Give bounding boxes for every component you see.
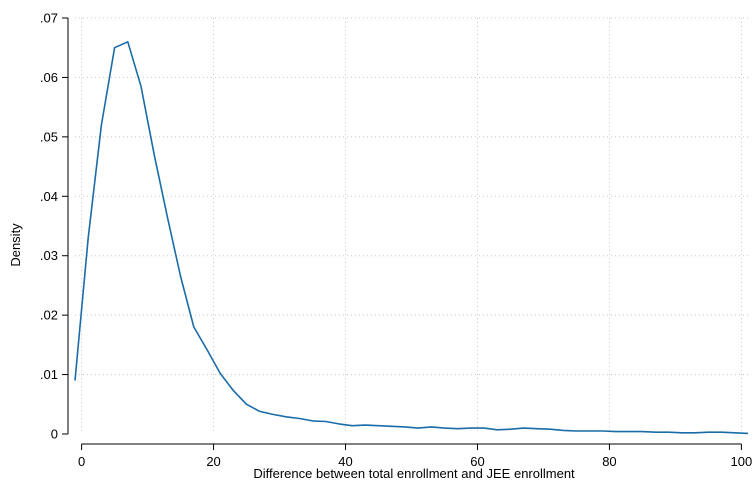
y-tick-label: 0 (51, 427, 58, 442)
x-tick-label: 40 (338, 454, 352, 469)
plot-area (74, 40, 749, 435)
y-tick-label: .02 (40, 308, 58, 323)
axes: 0 .01 .02 .03 .04 .05 .06 .07 0 20 40 60 80 100 (40, 11, 752, 470)
x-tick-label: 20 (206, 454, 220, 469)
x-tick-label: 100 (731, 454, 753, 469)
x-tick-label: 0 (78, 454, 85, 469)
density-line (74, 40, 749, 435)
x-tick-label: 80 (602, 454, 616, 469)
gridlines (75, 17, 748, 434)
y-tick-label: .03 (40, 248, 58, 263)
y-tick-label: .06 (40, 70, 58, 85)
y-tick-label: .05 (40, 129, 58, 144)
y-tick-label: .07 (40, 11, 58, 26)
x-tick-label: 60 (470, 454, 484, 469)
y-axis-title: Density (8, 223, 23, 267)
x-axis-title: Difference between total enrollment and … (253, 466, 575, 481)
y-tick-label: .04 (40, 189, 58, 204)
y-tick-label: .01 (40, 367, 58, 382)
